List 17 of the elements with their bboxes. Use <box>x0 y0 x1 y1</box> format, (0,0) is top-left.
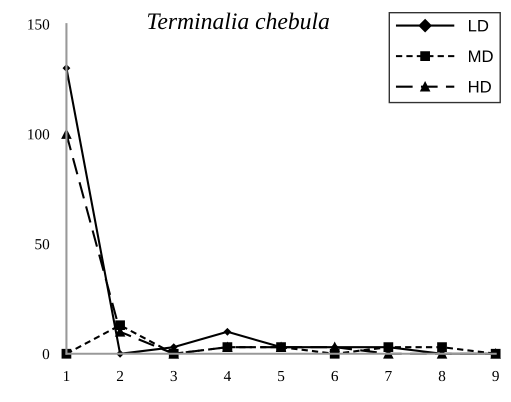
legend-label: HD <box>468 81 491 92</box>
x-tick-label: 6 <box>332 370 338 382</box>
y-tick-label: 100 <box>28 129 50 140</box>
legend-label: LD <box>468 20 488 32</box>
x-tick-label: 3 <box>170 370 177 382</box>
x-tick-label: 2 <box>116 370 124 382</box>
x-tick-label: 8 <box>438 370 446 382</box>
chart-title: Terminalia chebula <box>148 12 329 30</box>
y-tick-label: 0 <box>42 348 50 360</box>
y-tick-label: 150 <box>28 19 50 30</box>
x-tick-label: 1 <box>64 370 70 382</box>
x-tick-label: 5 <box>278 371 284 382</box>
legend-label: MD <box>468 50 493 62</box>
y-tick-label: 50 <box>35 239 50 250</box>
x-tick-label: 7 <box>386 371 392 382</box>
x-tick-label: 4 <box>224 370 231 382</box>
x-tick-label: 9 <box>492 370 499 382</box>
